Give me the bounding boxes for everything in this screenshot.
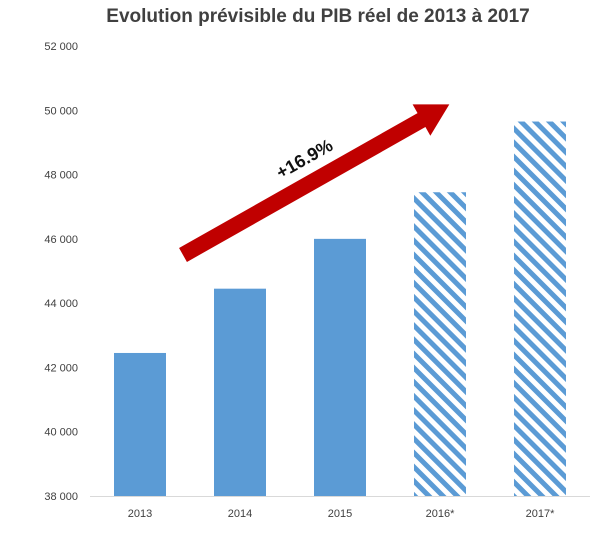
bar xyxy=(214,288,266,496)
y-tick-label: 38 000 xyxy=(44,491,78,503)
y-tick-label: 40 000 xyxy=(44,427,78,439)
x-tick-label: 2013 xyxy=(128,508,152,520)
growth-arrow xyxy=(179,104,450,262)
y-axis: 38 000 40 000 42 000 44 000 46 000 48 000 50 0… xyxy=(44,41,78,503)
forecast-bar xyxy=(514,121,566,497)
y-tick-label: 48 000 xyxy=(44,170,78,182)
forecast-bar xyxy=(414,192,466,496)
x-tick-label: 2015 xyxy=(328,508,352,520)
y-tick-label: 44 000 xyxy=(44,298,78,310)
bar xyxy=(114,352,166,496)
x-tick-label: 2016* xyxy=(426,508,455,520)
x-axis: 2013 2014 2015 2016* 2017* xyxy=(128,508,555,520)
y-tick-label: 42 000 xyxy=(44,362,78,374)
y-tick-label: 46 000 xyxy=(44,234,78,246)
x-tick-label: 2014 xyxy=(228,508,252,520)
x-tick-label: 2017* xyxy=(526,508,555,520)
bar xyxy=(314,238,366,496)
bars xyxy=(114,121,566,497)
y-tick-label: 50 000 xyxy=(44,105,78,117)
y-tick-label: 52 000 xyxy=(44,41,78,53)
chart-title: Evolution prévisible du PIB réel de 2013… xyxy=(106,6,529,27)
growth-arrow-shape xyxy=(179,104,450,262)
